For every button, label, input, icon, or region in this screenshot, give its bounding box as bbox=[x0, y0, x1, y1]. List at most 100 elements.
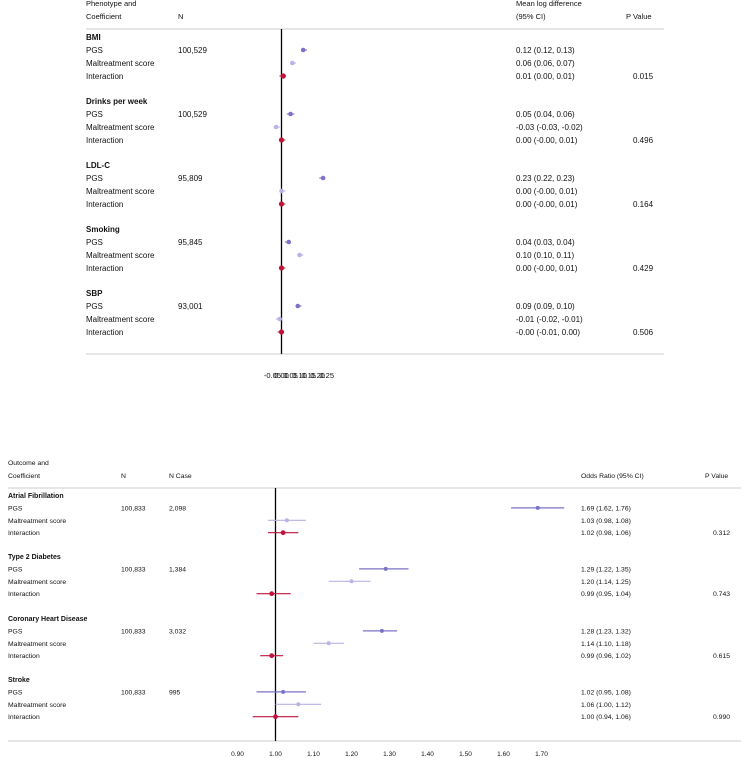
panel1-drinks-per-week-maltreatment-score-ci-text: -0.03 (-0.03, -0.02) bbox=[516, 123, 583, 132]
panel2-stroke-pgs-n: 100,833 bbox=[121, 689, 146, 696]
panel2-group-title: Stroke bbox=[8, 677, 30, 684]
panel1-x-tick-label: 0.25 bbox=[319, 371, 334, 380]
panel2-header-n: N bbox=[121, 473, 126, 480]
panel2-type-2-diabetes-pgs-ci-text: 1.29 (1.22, 1.35) bbox=[581, 566, 631, 573]
panel1-header-col1-line1: Phenotype and bbox=[86, 0, 136, 8]
panel1-smoking-pgs-n: 95,845 bbox=[178, 238, 203, 247]
panel2-type-2-diabetes-pgs-label: PGS bbox=[8, 566, 23, 573]
panel2-group-stroke: Stroke PGS 100,833 995 1.02 (0.95, 1.08) Malt… bbox=[8, 677, 730, 721]
panel2-atrial-fibrillation-maltreatment-score-label: Maltreatment score bbox=[8, 518, 66, 525]
panel2-coronary-heart-disease-pgs-ci-text: 1.28 (1.23, 1.32) bbox=[581, 628, 631, 635]
panel1-sbp-interaction-point-estimate bbox=[278, 329, 285, 335]
panel2-type-2-diabetes-pgs-point-estimate bbox=[383, 566, 388, 571]
panel2-coronary-heart-disease-pgs-point-estimate bbox=[379, 628, 384, 633]
panel2-x-tick-label: 1.00 bbox=[269, 751, 282, 758]
panel2-atrial-fibrillation-pgs-n: 100,833 bbox=[121, 505, 146, 512]
panel2-coronary-heart-disease-interaction-point-estimate bbox=[269, 653, 275, 659]
panel1-drinks-per-week-interaction-label: Interaction bbox=[86, 136, 123, 145]
panel2-stroke-pgs-ci-text: 1.02 (0.95, 1.08) bbox=[581, 689, 631, 696]
panel1-ldl-c-pgs-label: PGS bbox=[86, 174, 103, 183]
panel1-group-bmi: BMI PGS 100,529 0.12 (0.12, 0.13) Maltreatme… bbox=[86, 33, 654, 81]
panel2-type-2-diabetes-interaction-label: Interaction bbox=[8, 591, 40, 598]
panel1-sbp-interaction-label: Interaction bbox=[86, 328, 123, 337]
panel2-group-title: Coronary Heart Disease bbox=[8, 616, 87, 623]
panel1-sbp-pgs-ci-text: 0.09 (0.09, 0.10) bbox=[516, 302, 575, 311]
panel1-sbp-interaction-pvalue: 0.506 bbox=[633, 328, 654, 337]
panel1-ldl-c-interaction-label: Interaction bbox=[86, 200, 123, 209]
panel2-x-tick-label: 1.70 bbox=[535, 751, 548, 758]
panel1-x-tick-label: -0.05 bbox=[264, 371, 281, 380]
panel1-bmi-interaction-pvalue: 0.015 bbox=[633, 72, 654, 81]
panel1-ldl-c-interaction-ci-text: 0.00 (-0.00, 0.01) bbox=[516, 200, 578, 209]
panel2-coronary-heart-disease-maltreatment-score-label: Maltreatment score bbox=[8, 641, 66, 648]
panel2-atrial-fibrillation-interaction-pvalue: 0.312 bbox=[713, 530, 730, 537]
panel2-stroke-interaction-point-estimate bbox=[273, 714, 278, 720]
panel1-drinks-per-week-maltreatment-score-point-estimate bbox=[273, 124, 279, 130]
panel1-header-col1-line2: Coefficient bbox=[86, 12, 122, 21]
panel1-x-tick-label: 0.20 bbox=[310, 371, 325, 380]
panel1-header-effect-line2: (95% CI) bbox=[516, 12, 546, 21]
panel2-x-tick-label: 1.20 bbox=[345, 751, 358, 758]
panel2-group-atrial-fibrillation: Atrial Fibrillation PGS 100,833 2,098 1.69 (… bbox=[8, 493, 730, 537]
panel1-group-title: Smoking bbox=[86, 225, 120, 234]
panel1-bmi-maltreatment-score-point-estimate bbox=[290, 60, 295, 66]
panel2-header-effect: Odds Ratio (95% CI) bbox=[581, 473, 644, 480]
panel2-coronary-heart-disease-pgs-label: PGS bbox=[8, 628, 23, 635]
panel2-atrial-fibrillation-interaction-ci-text: 1.02 (0.98, 1.06) bbox=[581, 530, 631, 537]
panel2-coronary-heart-disease-maltreatment-score-point-estimate bbox=[326, 641, 331, 646]
panel1-bmi-interaction-point-estimate bbox=[280, 73, 286, 79]
panel2-stroke-interaction-pvalue: 0.990 bbox=[713, 714, 730, 721]
panel1-x-tick-label: 0.15 bbox=[301, 371, 316, 380]
panel1-group-title: LDL-C bbox=[86, 161, 110, 170]
panel2-type-2-diabetes-maltreatment-score-point-estimate bbox=[349, 579, 354, 584]
panel1-drinks-per-week-pgs-label: PGS bbox=[86, 110, 103, 119]
panel2-stroke-pgs-point-estimate bbox=[281, 689, 286, 694]
panel1-bmi-maltreatment-score-ci-text: 0.06 (0.06, 0.07) bbox=[516, 59, 575, 68]
panel2-header-col1-line1: Outcome and bbox=[8, 460, 49, 467]
panel1-smoking-interaction-label: Interaction bbox=[86, 264, 123, 273]
panel1-drinks-per-week-interaction-point-estimate bbox=[278, 137, 285, 143]
panel1-group-drinks-per-week: Drinks per week PGS 100,529 0.05 (0.04, 0.0… bbox=[86, 97, 654, 145]
panel2-type-2-diabetes-maltreatment-score-ci-text: 1.20 (1.14, 1.25) bbox=[581, 579, 631, 586]
panel1-x-tick-label: 0.05 bbox=[283, 371, 298, 380]
panel1-ldl-c-interaction-pvalue: 0.164 bbox=[633, 200, 654, 209]
panel1-group-title: SBP bbox=[86, 289, 103, 298]
panel1-bmi-pgs-ci-text: 0.12 (0.12, 0.13) bbox=[516, 46, 575, 55]
panel1-header-pvalue: P Value bbox=[626, 12, 652, 21]
panel1-sbp-pgs-point-estimate bbox=[295, 303, 301, 309]
panel2-coronary-heart-disease-interaction-pvalue: 0.615 bbox=[713, 653, 730, 660]
panel1-smoking-pgs-point-estimate bbox=[286, 239, 292, 245]
panel2-atrial-fibrillation-pgs-ncase: 2,098 bbox=[169, 505, 186, 512]
panel2-atrial-fibrillation-interaction-label: Interaction bbox=[8, 530, 40, 537]
panel1-bmi-pgs-point-estimate bbox=[300, 47, 306, 53]
panel2-coronary-heart-disease-interaction-ci-text: 0.99 (0.96, 1.02) bbox=[581, 653, 631, 660]
panel1-drinks-per-week-interaction-ci-text: 0.00 (-0.00, 0.01) bbox=[516, 136, 578, 145]
panel2-group-title: Type 2 Diabetes bbox=[8, 554, 61, 561]
panel2-atrial-fibrillation-pgs-point-estimate bbox=[535, 505, 540, 510]
panel1-sbp-pgs-label: PGS bbox=[86, 302, 103, 311]
panel2-stroke-interaction-ci-text: 1.00 (0.94, 1.06) bbox=[581, 714, 631, 721]
panel1-sbp-pgs-n: 93,001 bbox=[178, 302, 203, 311]
panel2-stroke-pgs-ncase: 995 bbox=[169, 689, 181, 696]
panel1-sbp-maltreatment-score-ci-text: -0.01 (-0.02, -0.01) bbox=[516, 315, 583, 324]
panel1-x-tick-label: 0.10 bbox=[292, 371, 307, 380]
panel1-group-smoking: Smoking PGS 95,845 0.04 (0.03, 0.04) Maltrea… bbox=[86, 225, 654, 273]
panel2-coronary-heart-disease-interaction-label: Interaction bbox=[8, 653, 40, 660]
panel2-atrial-fibrillation-maltreatment-score-point-estimate bbox=[284, 518, 289, 523]
panel1-group-title: BMI bbox=[86, 33, 101, 42]
panel1-x-tick-label: 0.00 bbox=[274, 371, 289, 380]
panel2-header-col1-line2: Coefficient bbox=[8, 473, 40, 480]
panel2-header: Outcome and Coefficient N N Case Odds Ra… bbox=[8, 460, 728, 480]
panel1-header: Phenotype and Coefficient N Mean log dif… bbox=[86, 0, 652, 21]
panel1-smoking-interaction-pvalue: 0.429 bbox=[633, 264, 654, 273]
panel2-type-2-diabetes-interaction-point-estimate bbox=[269, 591, 275, 597]
panel2-stroke-maltreatment-score-ci-text: 1.06 (1.00, 1.12) bbox=[581, 702, 631, 709]
panel2-coronary-heart-disease-pgs-ncase: 3,032 bbox=[169, 628, 186, 635]
panel1-group-ldl-c: LDL-C PGS 95,809 0.23 (0.22, 0.23) Maltreatm… bbox=[86, 161, 654, 209]
panel2-stroke-maltreatment-score-point-estimate bbox=[296, 702, 301, 707]
panel2-header-pvalue: P Value bbox=[705, 473, 728, 480]
panel1-ldl-c-maltreatment-score-label: Maltreatment score bbox=[86, 187, 155, 196]
panel1-x-axis: -0.050.000.050.100.150.200.25 bbox=[264, 371, 334, 380]
panel1-smoking-maltreatment-score-ci-text: 0.10 (0.10, 0.11) bbox=[516, 251, 574, 260]
